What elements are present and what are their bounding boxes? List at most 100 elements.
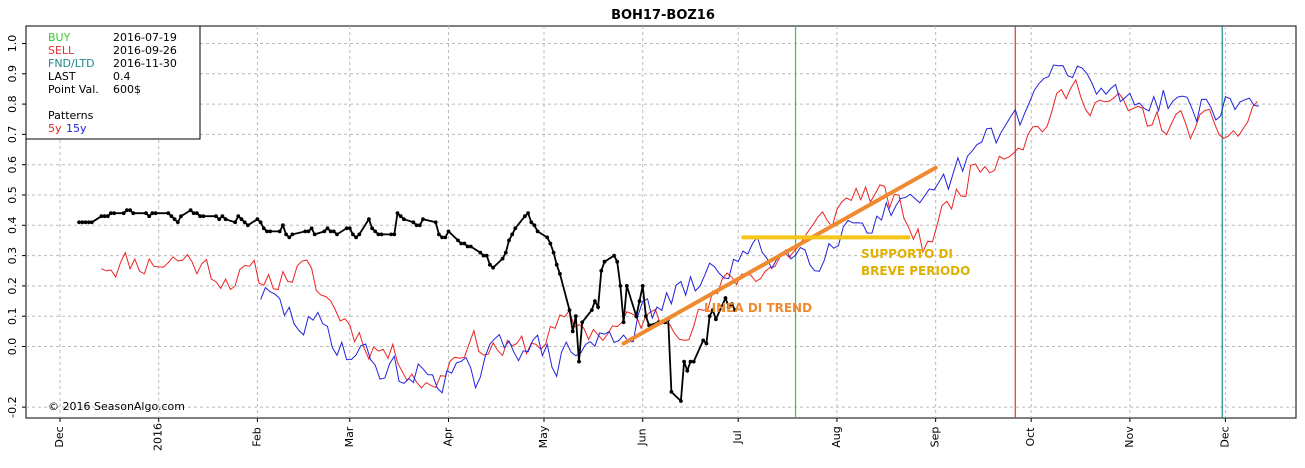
series-layer [77,64,1260,403]
price-point [121,211,126,216]
price-point [417,223,422,228]
info-sell-label: SELL [48,44,75,57]
price-point [201,214,206,219]
price-point [551,250,556,255]
annotation-layer [621,165,938,346]
price-point [465,244,470,249]
price-point [125,208,129,213]
price-point [421,217,425,222]
info-buy-label: BUY [48,31,71,44]
info-last-value: 0.4 [113,70,131,83]
price-point [306,229,311,234]
y-tick-label: 1.0 [6,35,19,53]
x-tick-label: Dec [1218,426,1231,447]
price-point [503,250,508,255]
price-point [526,211,530,216]
price-point [77,220,81,225]
price-point [513,226,518,231]
support-label-line2: BREVE PERIODO [861,264,970,278]
info-patterns-label: Patterns [48,109,94,122]
price-point [704,341,709,346]
price-point [309,226,314,231]
price-point [580,320,585,325]
x-tick-label: Nov [1123,426,1136,448]
price-point [411,220,416,225]
price-point [640,284,645,288]
price-point [325,226,330,231]
price-point [402,217,406,222]
price-point [644,314,648,319]
price-point [491,265,495,270]
price-point [459,241,464,246]
info-fnd-value: 2016-11-30 [113,57,177,70]
copyright-text: © 2016 SeasonAlgo.com [48,400,185,413]
price-point [331,229,336,234]
price-point [351,232,355,237]
price-point [376,232,381,237]
price-point [290,232,295,237]
x-tick-label: Jul [731,430,744,444]
price-point [255,217,260,222]
y-tick-label: 0.3 [6,247,19,265]
y-tick-label: 0.2 [6,277,19,295]
price-point [281,223,285,228]
x-tick-label: Aug [830,426,843,447]
price-point [615,259,620,264]
price-point [131,211,136,216]
price-point [593,299,597,303]
price-point [83,220,88,225]
price-point [347,226,352,231]
info-box-frame [25,25,201,140]
price-point [481,253,486,258]
price-point [545,235,550,240]
y-axis: -0.2 0.0 0.1 0.2 0.3 0.4 0.5 0.6 0.7 0.8 0.9 1.0 [6,35,26,418]
price-point [478,250,483,255]
info-last-label: LAST [48,70,76,83]
price-point [220,214,225,219]
price-point [602,259,607,264]
price-point [456,238,460,243]
legend-5y: 5y [48,122,62,135]
price-point [688,359,693,364]
price-point [714,317,718,322]
price-point [624,284,629,288]
price-point [80,220,85,225]
price-point [637,299,642,303]
price-point [577,359,581,364]
plot-area [25,25,1297,419]
price-point [726,305,731,309]
price-point [169,214,174,219]
y-tick-label: 0.7 [6,126,19,144]
price-point [102,214,107,219]
price-point [707,314,712,319]
price-point [233,220,238,225]
price-point [367,217,371,222]
info-buy-value: 2016-07-19 [113,31,177,44]
price-point [86,220,91,225]
x-tick-label: Oct [1024,427,1037,447]
price-point [440,235,444,240]
info-box: BUY 2016-07-19 SELL 2016-09-26 FND/LTD 2… [25,25,201,140]
price-point [554,262,559,267]
price-point [679,399,683,403]
grid [26,26,1296,418]
price-point [175,220,180,225]
price-point [599,268,604,273]
price-point [437,232,441,237]
price-point [144,211,148,216]
x-axis: Dec 2016 Feb Mar Apr May Jun Jul Aug Sep Oct Nov Dec [53,418,1231,451]
price-point [433,220,438,225]
price-point [284,232,288,237]
price-point [335,232,339,237]
price-point [529,220,534,225]
price-point [532,223,537,228]
price-point [510,232,515,237]
price-point [268,229,273,234]
price-point [567,308,572,312]
price-point [246,223,250,228]
price-point [443,235,448,240]
price-point [214,214,218,219]
price-point [710,308,715,312]
price-point [287,235,292,240]
